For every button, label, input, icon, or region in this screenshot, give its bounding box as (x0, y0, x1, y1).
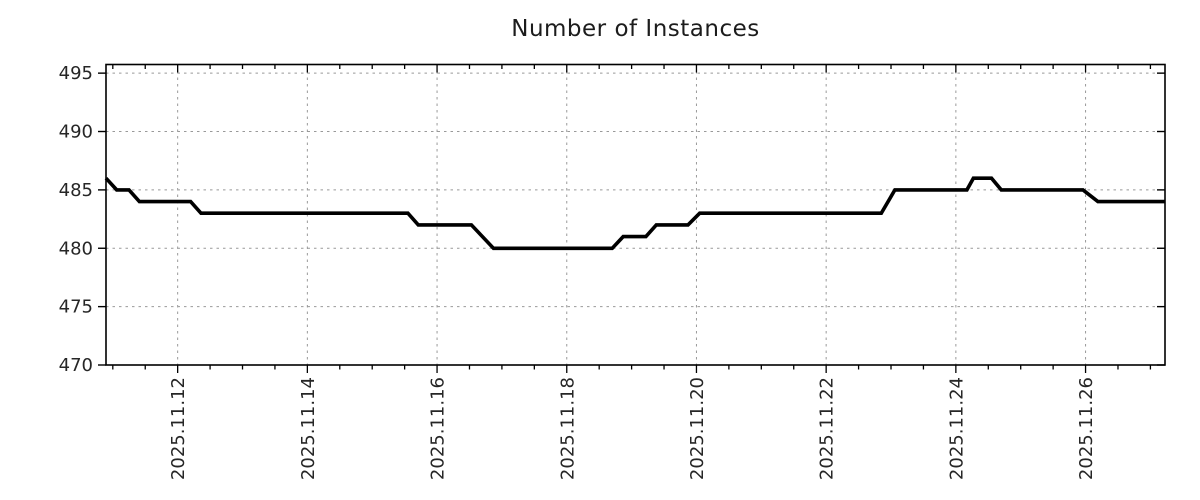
y-tick-label: 490 (59, 122, 93, 143)
x-tick-label: 2025.11.14 (298, 377, 319, 480)
x-tick-label: 2025.11.12 (168, 377, 189, 480)
y-tick-label: 475 (59, 297, 93, 318)
y-tick-label: 480 (59, 238, 93, 259)
x-tick-label: 2025.11.22 (817, 377, 838, 480)
y-tick-label: 470 (59, 355, 93, 376)
y-tick-label: 485 (59, 180, 93, 201)
chart-title: Number of Instances (511, 16, 760, 42)
plot-frame (105, 63, 1166, 366)
series-line (104, 176, 1165, 251)
x-tick-label: 2025.11.26 (1076, 377, 1097, 480)
y-tick-label: 495 (59, 63, 93, 84)
x-tick-label: 2025.11.16 (428, 377, 449, 480)
x-tick-label: 2025.11.18 (557, 377, 578, 480)
x-tick-label: 2025.11.20 (687, 377, 708, 480)
x-tick-label: 2025.11.24 (946, 377, 967, 480)
